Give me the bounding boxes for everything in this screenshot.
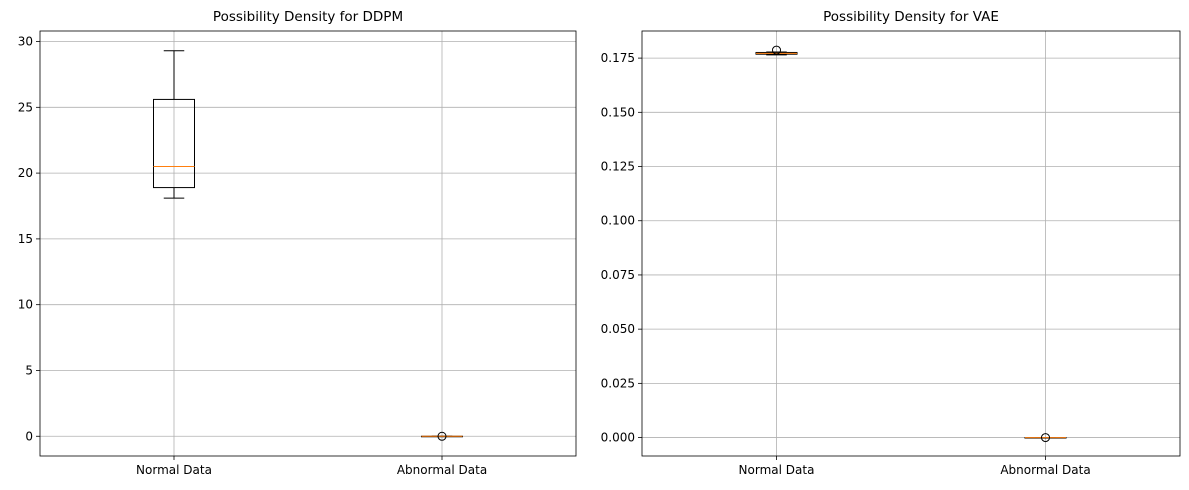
chart-ddpm: Possibility Density for DDPM 0 5 10 15 20 25 3… xyxy=(18,9,577,477)
box-vae-0 xyxy=(755,45,798,56)
y-tick-label: 0.125 xyxy=(601,160,635,174)
x-tick-label: Normal Data xyxy=(136,463,212,477)
box-body xyxy=(153,98,195,189)
y-tick-label: 30 xyxy=(18,35,33,49)
outlier-point xyxy=(437,431,447,441)
y-tick-label: 25 xyxy=(18,100,33,114)
outlier-point xyxy=(772,45,781,55)
y-tick-label: 20 xyxy=(18,166,33,180)
plot-area-vae xyxy=(641,30,1181,457)
y-tick-label: 15 xyxy=(18,232,33,246)
y-tick-label: 0.175 xyxy=(601,51,635,65)
y-tick-label: 10 xyxy=(18,298,33,312)
outlier-point xyxy=(1041,433,1050,443)
box-ddpm-0 xyxy=(153,50,195,199)
chart-title-ddpm: Possibility Density for DDPM xyxy=(213,9,403,25)
y-tick-label: 0 xyxy=(25,429,33,443)
y-tick-label: 0.000 xyxy=(601,431,635,445)
chart-vae: Possibility Density for VAE 0.000 0.025 0.… xyxy=(601,9,1181,477)
x-tick-label: Abnormal Data xyxy=(1000,463,1090,477)
y-tick-label: 0.025 xyxy=(601,376,635,390)
x-tick-label: Abnormal Data xyxy=(397,463,487,477)
y-tick-label: 0.100 xyxy=(601,214,635,228)
box-ddpm-1 xyxy=(421,431,463,441)
plot-area-ddpm xyxy=(39,30,577,457)
y-tick-label: 0.050 xyxy=(601,322,635,336)
x-tick-label: Normal Data xyxy=(739,463,815,477)
y-tick-label: 0.075 xyxy=(601,268,635,282)
chart-title-vae: Possibility Density for VAE xyxy=(823,9,999,25)
y-tick-label: 5 xyxy=(25,363,33,377)
box-vae-1 xyxy=(1024,433,1067,443)
y-tick-label: 0.150 xyxy=(601,105,635,119)
